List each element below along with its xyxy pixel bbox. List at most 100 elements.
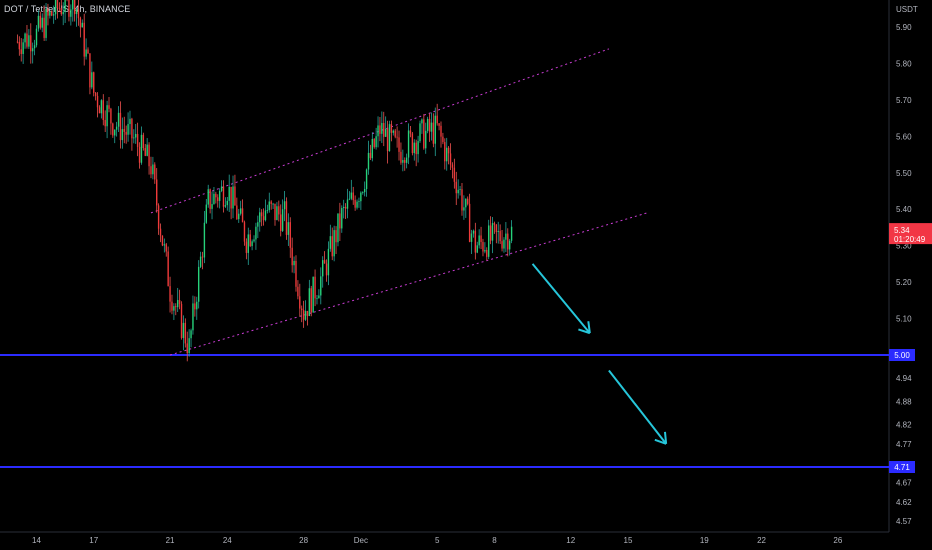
candle-body [209, 189, 211, 209]
candle-body [394, 130, 396, 137]
candle-body [125, 131, 127, 135]
candle-body [299, 296, 301, 309]
channel-upper-line [150, 48, 610, 214]
candle-body [93, 72, 95, 93]
axis-unit-label: USDT [896, 5, 918, 14]
candle-body [165, 244, 167, 252]
candle-body [287, 222, 290, 235]
candle-body [243, 222, 246, 242]
candle-body [73, 0, 76, 15]
candle-body [182, 322, 185, 338]
candle-body [222, 186, 225, 207]
candle-body [447, 147, 450, 154]
candle-body [478, 235, 480, 246]
candle-body [72, 0, 74, 10]
candle-body [213, 193, 215, 205]
candle-body [52, 14, 55, 16]
candle-body [89, 53, 91, 88]
candle-body [289, 222, 291, 248]
candle-body [356, 201, 358, 208]
candle-body [119, 112, 122, 141]
candle-body [432, 122, 435, 144]
candle-body [318, 295, 320, 299]
candle-body [228, 186, 230, 201]
candle-body [440, 125, 442, 137]
candle-body [205, 204, 208, 223]
candle-body [196, 301, 198, 310]
candle-body [127, 124, 129, 135]
candle-body [123, 129, 125, 132]
candle-body [28, 35, 30, 47]
candle-body [495, 224, 498, 232]
candle-body [489, 225, 492, 241]
candle-body [51, 11, 53, 16]
x-tick-label: 15 [624, 536, 633, 545]
y-tick-label: 4.62 [896, 498, 912, 507]
candle-body [157, 205, 160, 229]
candle-body [497, 231, 499, 232]
candle-body [417, 141, 419, 155]
candle-body [136, 133, 139, 147]
candle-body [102, 100, 104, 121]
candle-body [87, 49, 89, 54]
y-tick-label: 5.10 [896, 315, 912, 324]
candle-body [62, 11, 64, 15]
candle-body [468, 203, 471, 242]
candle-body [39, 15, 42, 28]
x-tick-label: 12 [566, 536, 575, 545]
candle-body [402, 160, 404, 163]
candle-body [467, 198, 469, 204]
candle-body [310, 288, 312, 313]
candle-body [344, 206, 347, 209]
candle-body [150, 166, 152, 175]
candle-body [386, 128, 389, 152]
candle-body [371, 138, 374, 159]
candle-body [70, 9, 72, 17]
candle-body [260, 212, 263, 217]
candle-body [503, 239, 505, 249]
candle-body [75, 9, 78, 15]
countdown-text: 01:20:49 [894, 235, 926, 244]
trend-arrow-head [587, 321, 591, 334]
candle-body [405, 157, 408, 163]
candle-body [459, 189, 461, 190]
trend-arrow-head [663, 431, 668, 444]
candle-body [404, 160, 406, 163]
candle-body [47, 8, 49, 16]
trend-arrow-head [578, 328, 591, 335]
candle-body [146, 144, 148, 156]
candle-body [346, 199, 349, 209]
candle-body [262, 216, 265, 221]
candle-body [333, 230, 335, 257]
candle-body [192, 303, 194, 331]
candle-body [77, 9, 80, 19]
candle-body [470, 233, 473, 242]
candle-body [154, 164, 156, 180]
candle-body [302, 310, 305, 320]
candle-body [110, 108, 112, 124]
candle-body [392, 130, 394, 133]
candle-body [131, 118, 133, 139]
candle-body [22, 42, 24, 54]
candle-body [396, 136, 398, 138]
candle-body [197, 266, 200, 302]
y-tick-label: 5.80 [896, 59, 912, 68]
candle-body [56, 0, 59, 8]
candle-body [322, 260, 324, 277]
candle-body [98, 107, 101, 114]
candle-body [354, 200, 356, 208]
candle-body [295, 260, 297, 287]
candle-body [236, 205, 238, 220]
candle-body [140, 134, 143, 163]
channel-lower-line [169, 212, 648, 356]
candle-body [83, 22, 85, 57]
candle-body [463, 207, 465, 211]
level-badge [889, 460, 915, 473]
candle-body [186, 343, 188, 354]
candle-body [426, 118, 429, 131]
candle-body [175, 306, 177, 308]
candle-body [232, 186, 234, 209]
candle-body [100, 100, 103, 114]
candle-body [104, 120, 106, 127]
